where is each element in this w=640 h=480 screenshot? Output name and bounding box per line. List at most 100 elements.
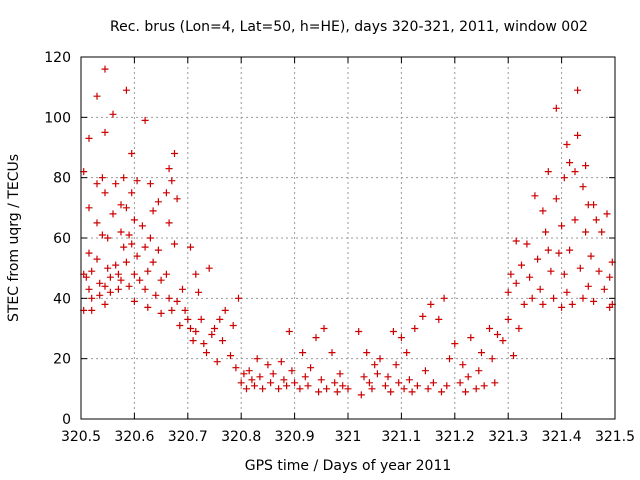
data-point [504, 288, 512, 296]
data-point [600, 285, 608, 293]
data-point [277, 358, 285, 366]
data-point [531, 192, 539, 200]
data-point [456, 379, 464, 387]
data-point [429, 379, 437, 387]
data-point [197, 315, 205, 323]
data-point [101, 282, 109, 290]
data-point [443, 382, 451, 390]
data-point [101, 65, 109, 73]
data-point [200, 340, 208, 348]
data-point [114, 270, 122, 278]
data-point [312, 334, 320, 342]
data-point [288, 367, 296, 375]
data-point [106, 273, 114, 281]
data-point [179, 285, 186, 293]
data-point [149, 258, 157, 266]
data-point [128, 150, 136, 157]
y-tick-label: 120 [44, 50, 71, 66]
data-point [154, 198, 162, 206]
data-point [299, 349, 307, 357]
data-point [381, 382, 389, 390]
data-point [85, 204, 93, 212]
data-point [96, 279, 104, 287]
data-point [88, 306, 96, 314]
data-point [130, 297, 138, 305]
data-point [438, 388, 445, 396]
data-point [296, 385, 304, 393]
data-point [93, 180, 101, 188]
data-point [579, 294, 587, 302]
data-point [518, 261, 525, 269]
data-point [101, 189, 109, 197]
data-point [387, 388, 395, 396]
x-tick-label: 320.7 [168, 429, 208, 445]
data-point [555, 249, 563, 257]
data-point [237, 379, 245, 387]
data-point [563, 288, 571, 296]
x-tick-label: 320.8 [221, 429, 261, 445]
data-point [85, 249, 93, 257]
data-point [582, 162, 590, 170]
data-point [184, 315, 192, 323]
data-point [371, 361, 379, 369]
x-axis-label: GPS time / Days of year 2011 [245, 458, 452, 474]
data-point [462, 388, 469, 396]
data-point [192, 270, 200, 278]
data-points [80, 65, 616, 399]
data-point [488, 355, 496, 363]
data-point [528, 294, 536, 302]
data-point [512, 237, 520, 245]
data-point [219, 337, 226, 345]
y-tick-label: 20 [53, 352, 71, 368]
data-point [232, 364, 240, 372]
data-point [606, 273, 614, 281]
y-tick-label: 60 [53, 231, 71, 247]
data-point [534, 255, 542, 263]
data-point [507, 270, 515, 278]
data-point [205, 264, 213, 272]
data-point [373, 370, 381, 378]
data-point [93, 92, 101, 100]
data-point [360, 373, 368, 381]
data-point [154, 246, 162, 254]
data-point [336, 370, 344, 378]
data-point [208, 331, 216, 338]
data-point [574, 131, 582, 139]
data-point [520, 300, 528, 308]
x-tick-label: 320.9 [275, 429, 315, 445]
data-point [459, 361, 467, 369]
data-point [136, 276, 144, 284]
data-point [146, 234, 154, 242]
data-point [542, 228, 550, 236]
data-point [192, 328, 200, 335]
data-point [181, 306, 189, 314]
data-point [510, 352, 517, 360]
data-point [584, 282, 592, 290]
data-point [307, 364, 315, 372]
data-point [267, 379, 275, 387]
data-point [376, 355, 384, 363]
data-point [133, 252, 141, 260]
data-point [504, 315, 512, 323]
data-point [165, 294, 173, 302]
data-point [552, 104, 560, 112]
data-point [568, 300, 576, 308]
data-point [315, 388, 323, 396]
data-point [122, 258, 130, 266]
data-point [413, 382, 421, 390]
data-point [88, 267, 96, 275]
x-tick-label: 321.3 [488, 429, 528, 445]
data-point [285, 328, 293, 335]
data-point [574, 86, 582, 94]
data-point [251, 382, 258, 390]
x-tick-labels: 320.5 320.6 320.7 320.8 320.9 321 321.1 321.2 32… [61, 429, 635, 445]
data-point [590, 297, 598, 305]
data-point [560, 174, 568, 182]
data-point [253, 355, 261, 363]
data-point [85, 285, 93, 293]
data-point [248, 376, 256, 384]
data-point [269, 370, 277, 378]
data-point [211, 325, 218, 332]
data-point [440, 294, 448, 302]
data-point [563, 141, 571, 148]
